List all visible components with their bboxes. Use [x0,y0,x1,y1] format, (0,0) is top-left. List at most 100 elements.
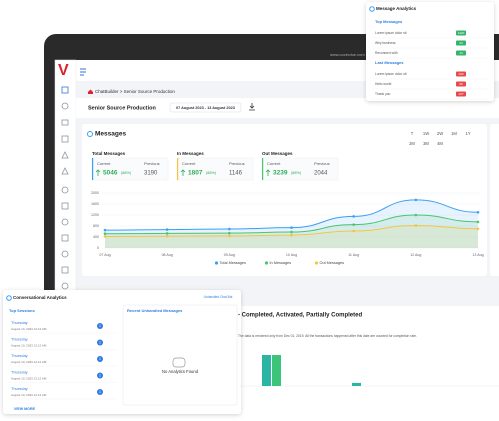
sidebar-icons[interactable] [61,86,69,290]
legend-label[interactable]: Total Messages [220,261,246,265]
point [476,227,480,231]
current-value: 5046 [103,170,118,177]
current-label: Current [267,161,281,166]
session-day[interactable]: Thursday [11,386,28,391]
legend-swatch [264,261,269,265]
point [476,220,480,224]
message-text: Thank you [375,92,391,96]
x-tick-label: 13 Aug [472,253,483,257]
bar [272,355,281,386]
card-icon [369,6,375,12]
legend-swatch [314,261,319,265]
count-badge [456,50,466,56]
point [414,198,418,202]
count: 1 [99,324,101,328]
chip[interactable]: Unhandled Chat Bot [204,295,233,299]
x-tick-label: 07 Aug [99,253,110,257]
section-title: Recent Unhandled Messages [127,308,183,313]
session-date: August 10, 2023 12:12 AM [11,360,47,364]
count-badge [456,81,466,87]
count-badge [456,30,466,36]
legend-swatch [214,261,219,265]
previous-label: Previous [144,161,160,166]
count-badge [456,71,466,77]
period-button[interactable]: 3M [423,141,429,146]
x-tick-label: 09 Aug [224,253,235,257]
panel-subtitle: The data is rendered only from Dec 01, 2… [238,334,417,338]
count-badge [456,91,466,97]
count-badge [97,356,103,362]
message-text: Lorem ipsum dolor sit [375,72,407,76]
current-value: 3239 [273,170,288,177]
bar [352,382,361,386]
count-badge [456,40,466,46]
count: 1320 [458,31,465,35]
point [165,228,169,231]
side-card [490,124,499,276]
count-badge [97,339,103,346]
view-more[interactable]: VIEW MORE [14,407,36,411]
point [414,213,418,217]
y-tick-label: 400 [93,235,99,239]
point [103,235,107,238]
session-day[interactable]: Thursday [11,320,28,325]
point [352,229,355,233]
stat-accent [92,158,94,180]
session-day[interactable]: Thursday [11,370,28,375]
area [105,215,478,248]
session-day[interactable]: Thursday [11,353,28,358]
point [228,227,231,231]
date-range[interactable]: 07 August 2023 - 13 August 2023 [176,106,235,110]
count: 127 [458,92,463,96]
count: 1 [99,340,101,344]
point [228,234,231,238]
home-icon [88,89,93,94]
stat-label: In Messages [177,151,204,156]
period-button[interactable]: 2M [409,141,415,146]
section-title: Last Messages [375,60,404,65]
y-tick-label: 0 [97,246,99,250]
message-text: Lorem ipsum dolor sit [375,31,407,35]
up-arrow [180,169,186,176]
point [476,210,480,214]
previous-value: 3190 [144,171,158,177]
period-button[interactable]: 1Y [465,131,470,136]
bar [262,355,271,386]
period-button[interactable]: T [411,131,414,136]
count: 102 [458,72,463,76]
point [352,215,355,218]
date-picker[interactable] [169,102,242,113]
count: 99 [459,82,463,86]
panel-title: - Completed, Activated, Partially Comple… [238,313,362,319]
logo: V [58,62,69,79]
change: (88%) [206,171,217,175]
url: www.coverdue.com [330,52,365,57]
x-tick-label: 08 Aug [162,253,173,257]
session-day[interactable]: Thursday [11,337,28,342]
period-button[interactable]: 1M [451,131,457,136]
section-title: Top Sessions [9,308,35,313]
period-button[interactable]: 2W [437,131,443,136]
x-tick-label: 12 Aug [410,253,421,257]
session-date: August 10, 2023 12:12 AM [11,376,47,380]
previous-label: Previous [229,161,245,166]
stat-accent [177,158,179,180]
legend-label[interactable]: Out Messages [320,261,345,265]
point [352,223,355,226]
empty-state: No Analytics Found [162,369,199,374]
point [414,224,418,227]
count-badge [97,323,103,329]
previous-label: Previous [314,161,330,166]
period-button[interactable]: 1W [423,131,429,136]
session-date: August 10, 2023 12:12 AM [11,343,47,347]
legend-label[interactable]: In Messages [270,261,292,265]
card-title: Message Analytics [376,6,417,11]
download-icon[interactable] [249,103,255,111]
point [228,231,231,235]
previous-value: 2044 [314,171,328,177]
period-button[interactable]: 4M [437,141,443,146]
hamburger[interactable] [80,68,86,76]
count: 1 [99,390,101,394]
card-icon [6,295,12,301]
